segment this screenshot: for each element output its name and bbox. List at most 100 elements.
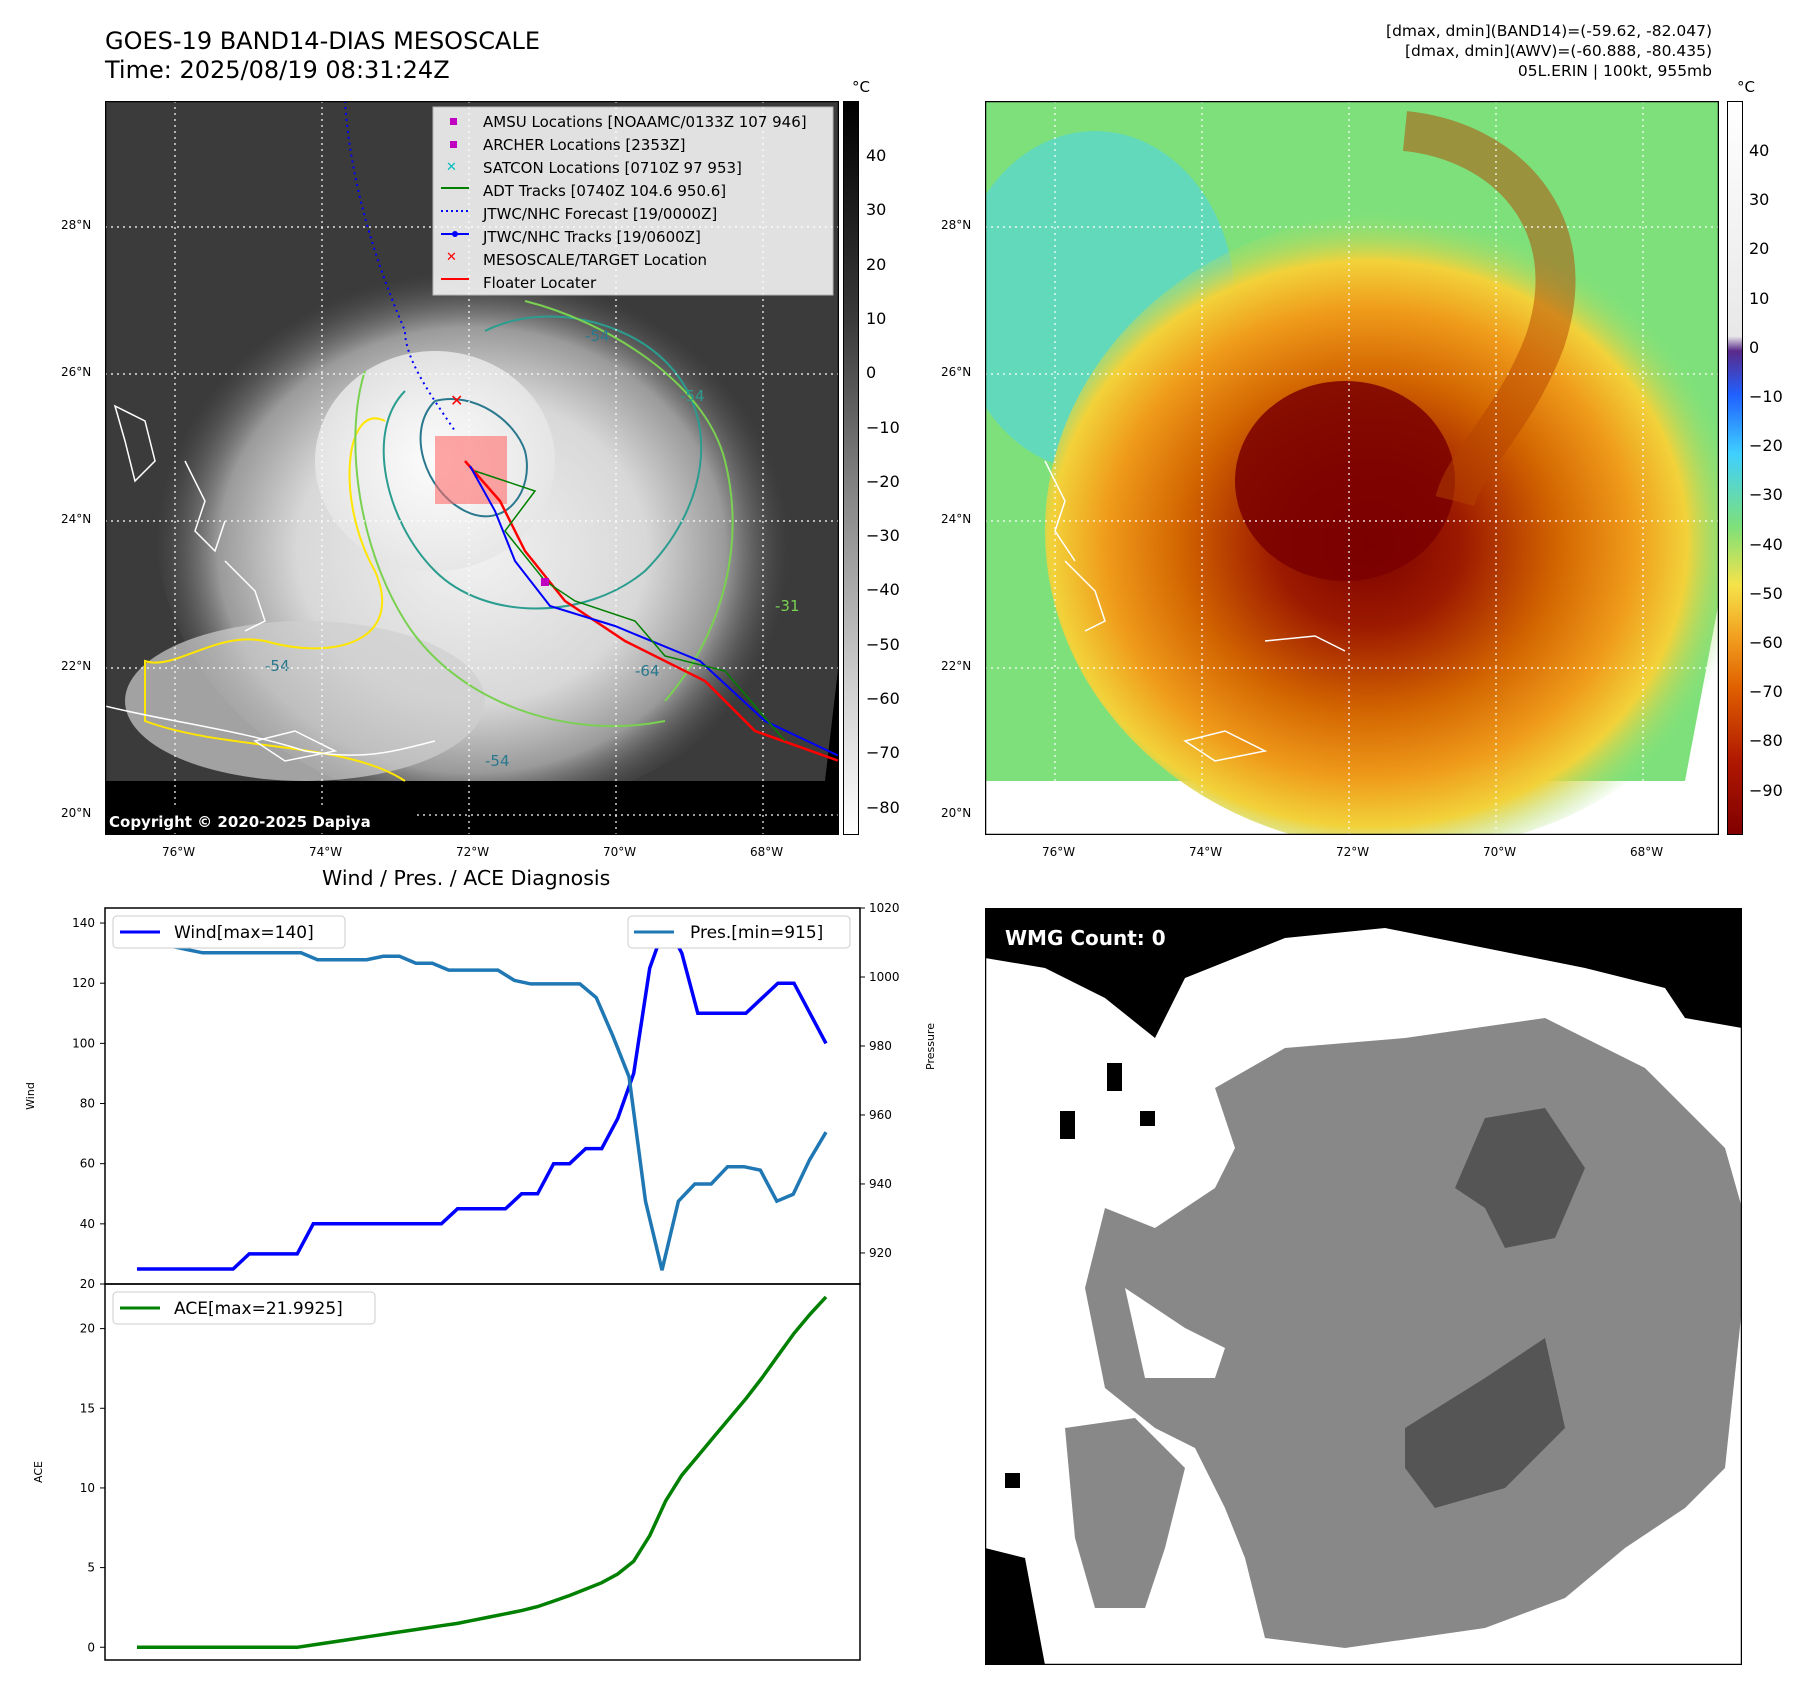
lon-label: 72°W: [1336, 845, 1370, 859]
lon-label: 76°W: [1042, 845, 1076, 859]
lat-label: 24°N: [61, 512, 92, 526]
contour-yellow: [144, 417, 406, 782]
wind-frame: [104, 907, 861, 1285]
legend-amsu: AMSU Locations [NOAAMC/0133Z 107 946]: [483, 113, 807, 131]
legend-target: MESOSCALE/TARGET Location: [483, 251, 707, 269]
wind-tick-label: 120: [72, 976, 95, 990]
colorbar-tick: 0: [866, 363, 877, 383]
lat-label: 26°N: [941, 365, 972, 379]
lon-label: 70°W: [1483, 845, 1517, 859]
pressure-tick-label: 920: [869, 1246, 892, 1260]
copyright-text: Copyright © 2020-2025 Dapiya: [109, 813, 371, 831]
copyright-bg: [105, 809, 415, 833]
lon-label: 72°W: [456, 845, 490, 859]
colorbar-tick: −20: [1749, 436, 1783, 456]
coastline: [184, 460, 226, 553]
colorbar-tick: 20: [866, 254, 887, 274]
coastline: [1064, 560, 1106, 632]
colorbar-tick: −50: [1749, 583, 1783, 603]
colorbar-tick: −10: [866, 417, 900, 437]
lon-label: 68°W: [1630, 845, 1664, 859]
pressure-tick-label: 960: [869, 1108, 892, 1122]
contour-label: -54: [485, 752, 510, 770]
colorbar-tick: −50: [866, 634, 900, 654]
contour-teal: [382, 315, 703, 610]
legend-symbols: ✕ ✕: [441, 118, 469, 280]
colorbar-tick: 40: [1749, 141, 1770, 160]
lon-label: 74°W: [309, 845, 343, 859]
pressure-tick-label: 940: [869, 1177, 892, 1191]
colorbar-tick: −70: [1749, 682, 1783, 702]
diagnosis-chart: Wind ACE Wind[max=140] Pres.[min=915] AC…: [24, 901, 900, 1661]
colorbar-tick: −10: [1749, 387, 1783, 406]
wmg-count-label: WMG Count: 0: [1005, 926, 1166, 950]
color-colorbar: [1727, 101, 1743, 835]
ir-map-panel: -54 -54 -54 -31 -64 -54 ✕ Copyright © 20…: [105, 101, 839, 835]
coastline: [1264, 635, 1346, 652]
amsu-marker: [541, 578, 549, 586]
awv-band: [1402, 111, 1576, 507]
colorbar-tick: −60: [866, 689, 900, 708]
wmg-panel: WMG Count: 0: [985, 908, 1742, 1665]
wind-tick-label: 80: [80, 1097, 95, 1111]
wind-legend: [112, 915, 346, 949]
ace-tick-label: 5: [87, 1561, 95, 1575]
map-frame: [105, 101, 839, 835]
colorbar-tick: 30: [1749, 190, 1770, 210]
pressure-tick-label: 1020: [869, 901, 900, 915]
pressure-series-line: [137, 930, 828, 1271]
diagnosis-title: Wind / Pres. / ACE Diagnosis: [322, 866, 611, 890]
pressure-tick-label: 1000: [869, 970, 900, 984]
ace-axis-label: ACE: [32, 1461, 45, 1483]
wmg-black-cell: [1140, 1111, 1155, 1126]
wmg-frame: [985, 908, 1742, 1665]
lat-label: 20°N: [941, 806, 972, 820]
colorbar-unit: °C: [852, 78, 870, 96]
dmax-awv-info: [dmax, dmin](AWV)=(-60.888, -80.435): [1405, 42, 1712, 60]
wind-tick-label: 100: [72, 1036, 95, 1050]
legend-satcon: SATCON Locations [0710Z 97 953]: [483, 159, 742, 177]
colorbar-tick: −30: [1749, 485, 1783, 505]
dmax-band14-info: [dmax, dmin](BAND14)=(-59.62, -82.047): [1386, 22, 1712, 40]
ace-legend-label: ACE[max=21.9925]: [174, 1299, 343, 1319]
wind-tick-label: 20: [80, 1277, 95, 1291]
storm-info: 05L.ERIN | 100kt, 955mb: [1517, 62, 1712, 80]
target-marker: ✕: [450, 391, 463, 410]
colorbar-tick: 10: [866, 308, 887, 328]
awv-gridlines: [985, 101, 1719, 835]
wmg-gray-region: [1065, 1418, 1185, 1608]
wind-tick-label: 40: [80, 1217, 95, 1231]
colorbar-tick: −40: [1749, 534, 1783, 554]
lat-label: 28°N: [941, 218, 972, 232]
coastline: [105, 705, 436, 756]
ir-nodata-right: [825, 101, 839, 781]
colorbar-tick: −30: [866, 526, 900, 546]
wind-legend-label: Wind[max=140]: [174, 923, 314, 943]
wmg-black-top: [985, 908, 1742, 1038]
contour-label: -54: [265, 657, 290, 675]
wmg-dark-region: [1455, 1108, 1585, 1248]
contour-inner: [419, 398, 528, 518]
lat-label: 22°N: [941, 659, 972, 673]
lon-label: 76°W: [162, 845, 196, 859]
awv-storm-core: [1235, 381, 1455, 581]
lat-label: 24°N: [941, 512, 972, 526]
legend-forecast: JTWC/NHC Forecast [19/0000Z]: [482, 205, 717, 223]
ace-frame: [104, 1283, 861, 1661]
ace-series-line: [137, 1295, 828, 1650]
coastline: [1183, 730, 1268, 762]
colorbar-tick: −90: [1749, 780, 1783, 800]
ace-tick-label: 10: [80, 1481, 95, 1495]
legend-archer: ARCHER Locations [2353Z]: [483, 136, 686, 154]
wmg-black-cell: [1107, 1063, 1122, 1091]
colorbar-unit: °C: [1737, 78, 1755, 96]
lon-label: 74°W: [1189, 845, 1223, 859]
wmg-black-cell: [1005, 1473, 1020, 1488]
ace-tick-label: 20: [80, 1322, 95, 1336]
wind-axis-label: Wind: [24, 1082, 37, 1110]
wmg-black-bottom: [985, 1548, 1045, 1665]
figure-title: GOES-19 BAND14-DIAS MESOSCALE: [105, 27, 541, 55]
contour-green: [524, 300, 734, 702]
pressure-tick-label: 980: [869, 1039, 892, 1053]
gray-colorbar: [843, 101, 859, 835]
